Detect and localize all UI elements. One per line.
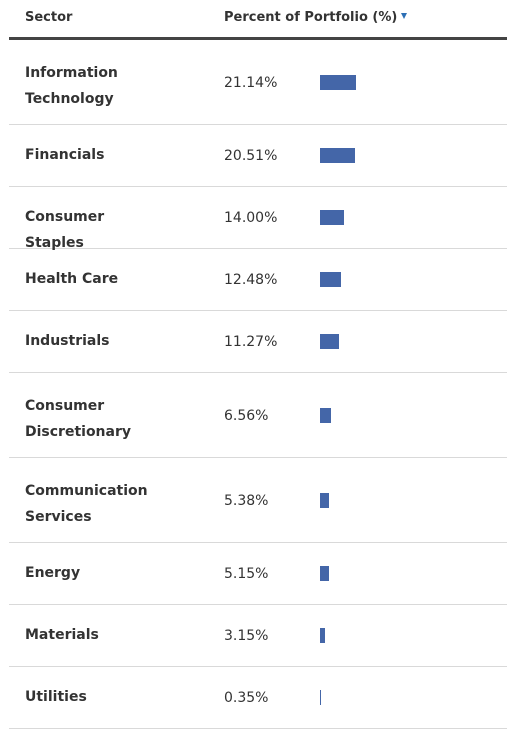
percent-value: 14.00% [224, 210, 278, 226]
percent-column-header-label: Percent of Portfolio (%) [224, 10, 398, 25]
percent-bar [320, 492, 329, 508]
table-row: Materials 3.15% [9, 605, 507, 667]
percent-value: 12.48% [224, 272, 278, 288]
percent-bar [320, 148, 355, 163]
percent-value: 21.14% [224, 74, 278, 91]
percent-bar [320, 334, 339, 349]
table-row: Information Technology 21.14% [9, 40, 507, 125]
sector-name: Information Technology [25, 65, 118, 107]
percent-value: 5.15% [224, 566, 269, 582]
percent-value: 5.38% [224, 492, 269, 509]
table-row: Consumer Discretionary 6.56% [9, 373, 507, 458]
table-body: Information Technology 21.14% Financials 20… [9, 40, 507, 729]
sector-name: Utilities [25, 689, 87, 705]
percent-bar [320, 407, 331, 423]
sector-name: Communication Services [25, 483, 148, 525]
table-header: Sector Percent of Portfolio (%) [9, 0, 507, 40]
percent-value: 11.27% [224, 334, 278, 350]
sort-descending-icon[interactable] [401, 13, 408, 19]
table-row: Utilities 0.35% [9, 667, 507, 729]
percent-column-header[interactable]: Percent of Portfolio (%) [224, 10, 408, 25]
table-row: Communication Services 5.38% [9, 458, 507, 543]
sector-name: Consumer Discretionary [25, 398, 132, 440]
table-row: Financials 20.51% [9, 125, 507, 187]
percent-bar [320, 628, 325, 643]
percent-value: 3.15% [224, 628, 269, 644]
sector-name: Materials [25, 627, 99, 643]
percent-value: 0.35% [224, 690, 269, 706]
sector-name: Consumer Staples [25, 209, 105, 251]
table-row: Health Care 12.48% [9, 249, 507, 311]
percent-bar [320, 272, 341, 287]
percent-bar [320, 74, 356, 90]
table-row: Industrials 11.27% [9, 311, 507, 373]
sector-name: Industrials [25, 333, 110, 349]
sector-column-header: Sector [25, 10, 73, 25]
percent-bar [320, 210, 344, 225]
percent-value: 6.56% [224, 407, 269, 424]
percent-value: 20.51% [224, 148, 278, 164]
sector-name: Financials [25, 147, 105, 163]
percent-bar [320, 566, 329, 581]
table-row: Energy 5.15% [9, 543, 507, 605]
sector-allocation-table: Sector Percent of Portfolio (%) Informat… [9, 0, 507, 729]
percent-bar [320, 690, 321, 705]
sector-name: Health Care [25, 271, 119, 287]
sector-name: Energy [25, 565, 81, 581]
table-row: Consumer Staples 14.00% [9, 187, 507, 251]
